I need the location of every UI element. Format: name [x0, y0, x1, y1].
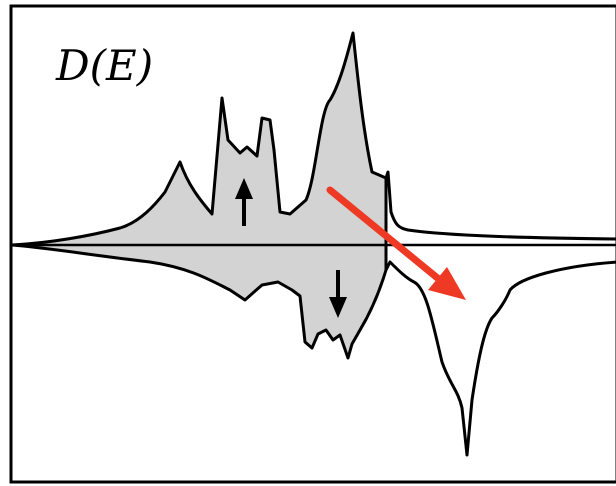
dos-title: D(E): [55, 41, 153, 90]
spin-down-dos-curve: [11, 243, 616, 457]
spin-down-occupied-fill: [12, 245, 386, 358]
down-arrow-icon: [329, 270, 347, 318]
spin-up-dos-curve: [11, 31, 616, 247]
transition-arrow-icon: [326, 186, 466, 300]
up-arrow-icon: [235, 178, 253, 226]
plot-frame: [9, 4, 616, 484]
